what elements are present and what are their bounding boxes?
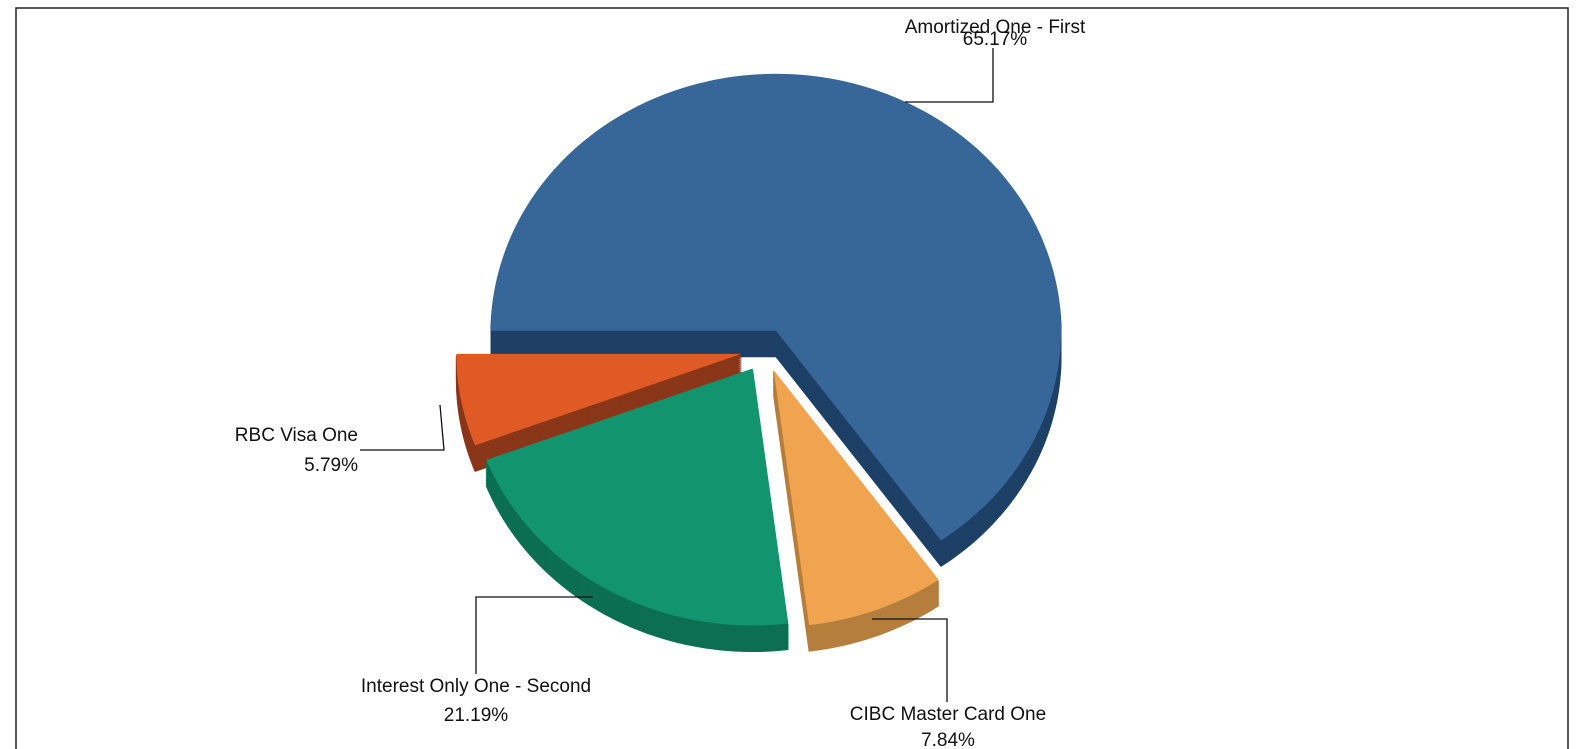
slice-label: Interest Only One - Second bbox=[361, 676, 591, 697]
slice bbox=[456, 353, 742, 446]
slice-value-label: 7.84% bbox=[921, 730, 975, 749]
slice bbox=[491, 73, 1062, 541]
slice-value-label: 5.79% bbox=[304, 455, 358, 476]
slice-label: CIBC Master Card One bbox=[850, 704, 1046, 725]
leader-line bbox=[360, 404, 445, 451]
slice-label: Amortized One - First bbox=[905, 17, 1086, 38]
slice bbox=[773, 370, 939, 626]
slice-value-label: 21.19% bbox=[444, 705, 509, 726]
leader-line bbox=[872, 618, 948, 702]
slice bbox=[486, 368, 789, 626]
slice-value-label: 65.17% bbox=[963, 29, 1028, 50]
leader-line bbox=[475, 596, 593, 674]
slice-label: RBC Visa One bbox=[235, 425, 358, 446]
leader-line bbox=[905, 48, 994, 103]
